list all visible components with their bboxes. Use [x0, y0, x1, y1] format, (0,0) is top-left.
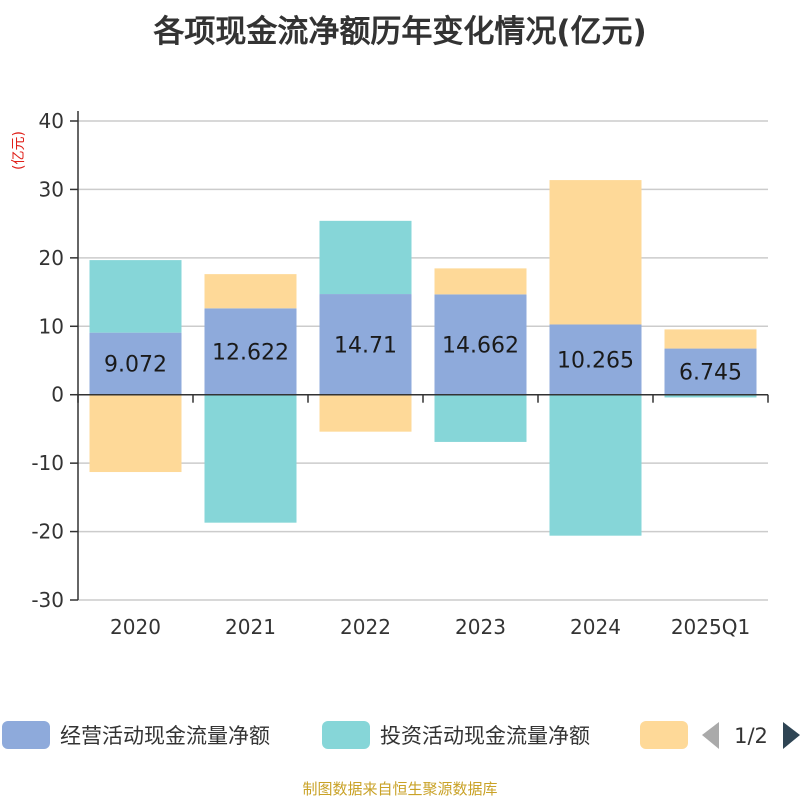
x-tick-label: 2024 [570, 615, 621, 639]
y-tick-label: -20 [31, 520, 64, 544]
x-tick-label: 2021 [225, 615, 276, 639]
bar-segment[interactable] [664, 329, 757, 349]
chart-title: 各项现金流净额历年变化情况(亿元) [153, 14, 647, 50]
bar-segment[interactable] [549, 394, 642, 536]
bar-segment[interactable] [89, 260, 182, 333]
next-page-icon[interactable] [783, 722, 800, 749]
x-tick-label: 2023 [455, 615, 506, 639]
bar-segment[interactable] [89, 332, 182, 395]
data-label: 9.072 [104, 353, 167, 378]
data-label: 12.622 [212, 341, 289, 366]
y-tick-label: -30 [31, 588, 64, 612]
bar-segment[interactable] [434, 294, 527, 395]
axes: -30 -20 -10 0 10 20 30 40 2020 2021 2022 2023 2024 20… [31, 109, 769, 639]
y-axis-unit-label: (亿元) [11, 131, 27, 170]
legend-swatch[interactable] [640, 721, 688, 749]
data-label: 14.71 [334, 333, 397, 358]
y-tick-label: 30 [39, 177, 64, 201]
bar-segment[interactable] [319, 220, 412, 295]
y-tick-label: 40 [39, 109, 64, 133]
bar-segment[interactable] [89, 394, 182, 473]
data-source-note: 制图数据来自恒生聚源数据库 [302, 780, 498, 798]
legend-swatch[interactable] [322, 721, 370, 749]
data-label: 10.265 [557, 349, 634, 374]
data-label: 14.662 [442, 334, 519, 359]
legend-label[interactable]: 投资活动现金流量净额 [380, 724, 590, 748]
x-tick-label: 2022 [340, 615, 391, 639]
legend-label[interactable]: 经营活动现金流量净额 [60, 724, 270, 748]
prev-page-icon[interactable] [702, 722, 719, 749]
bar-segment[interactable] [319, 294, 412, 395]
bar-segment[interactable] [204, 308, 297, 395]
bar-segment[interactable] [434, 394, 527, 442]
y-tick-label: 10 [39, 314, 64, 338]
legend-swatch[interactable] [2, 721, 50, 749]
bar-segment[interactable] [549, 180, 642, 325]
bar-segment[interactable] [549, 324, 642, 395]
data-label: 6.745 [679, 361, 742, 386]
legend: 经营活动现金流量净额 投资活动现金流量净额 1/2 [2, 721, 800, 749]
bar-segment[interactable] [664, 394, 757, 398]
y-tick-label: 20 [39, 246, 64, 270]
bar-segment[interactable] [434, 268, 527, 295]
bars: 9.072 12.622 14.71 14.662 10.265 6.745 [89, 180, 757, 536]
x-tick-label: 2020 [110, 615, 161, 639]
legend-page-indicator: 1/2 [734, 724, 768, 748]
bar-segment[interactable] [664, 348, 757, 395]
bar-segment[interactable] [319, 394, 412, 432]
y-tick-label: 0 [51, 383, 64, 407]
y-tick-label: -10 [31, 451, 64, 475]
x-tick-label: 2025Q1 [671, 615, 750, 639]
bar-segment[interactable] [204, 394, 297, 523]
bar-segment[interactable] [204, 274, 297, 309]
